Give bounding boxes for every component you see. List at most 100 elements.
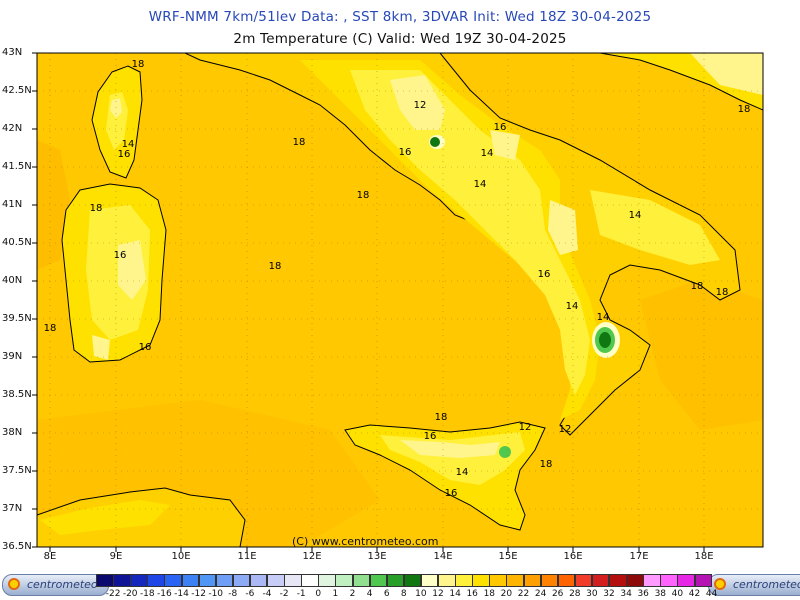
colorbar-label: 1 [332, 589, 339, 599]
colorbar-label: 30 [586, 589, 598, 599]
colorbar-swatch [301, 574, 319, 587]
cold-spot-sila-inner [599, 332, 611, 348]
colorbar-label: 40 [671, 589, 684, 599]
colorbar-swatch [96, 574, 114, 587]
cold-spot-abruzzo-core [430, 137, 440, 147]
contour-label: 12 [559, 424, 572, 435]
colorbar-swatch [472, 574, 490, 587]
colorbar-label: -16 [157, 589, 172, 599]
lat-label: 42.5N [2, 85, 32, 96]
colorbar-swatch [643, 574, 661, 587]
colorbar-label: 38 [654, 589, 667, 599]
lon-label: 10E [171, 551, 191, 562]
colorbar-label: -14 [174, 589, 189, 599]
globe-icon [714, 578, 726, 590]
logo-text: centrometeo [733, 578, 800, 591]
lon-label: 15E [498, 551, 518, 562]
contour-label: 16 [538, 269, 551, 280]
colorbar-label: -1 [296, 589, 306, 599]
contour-label: 14 [122, 139, 135, 150]
contour-label: 18 [738, 104, 751, 115]
colorbar-label: -8 [228, 589, 238, 599]
colorbar-swatch [335, 574, 353, 587]
apennine-16 [300, 60, 600, 420]
contour-label: 16 [114, 250, 127, 261]
colorbar-label: -4 [262, 589, 272, 599]
contour-label: 12 [519, 422, 532, 433]
colorbar-swatch [215, 574, 234, 587]
lon-label: 11E [237, 551, 257, 562]
apennine-12-center [490, 130, 520, 160]
colorbar-swatch [164, 574, 182, 587]
contour-label: 16 [494, 122, 507, 133]
colorbar-swatch [318, 574, 336, 587]
lon-label: 18E [694, 551, 714, 562]
colorbar-swatch [352, 574, 371, 587]
contour-label: 14 [474, 179, 487, 190]
contour-label: 18 [691, 281, 704, 292]
contour-label: 14 [456, 467, 469, 478]
colorbar-swatch [455, 574, 473, 587]
contour-label: 16 [118, 149, 131, 160]
colorbar-label: 22 [517, 589, 530, 599]
colorbar-swatch [438, 574, 456, 587]
lon-label: 14E [433, 551, 453, 562]
apennine-12-south [548, 200, 578, 255]
contour-label: 18 [540, 459, 553, 470]
apennine-14 [350, 70, 590, 395]
warm-patch-20 [37, 140, 70, 270]
contour-label: 14 [597, 312, 610, 323]
logo-text: centrometeo [27, 578, 98, 591]
colorbar-swatch [506, 574, 524, 587]
centrometeo-logo-left[interactable]: centrometeo [2, 574, 109, 596]
contour-label: 18 [269, 261, 282, 272]
colorbar-label: 8 [400, 589, 407, 599]
colorbar-label: 14 [449, 589, 461, 599]
centrometeo-logo-right[interactable]: centrometeo [708, 574, 800, 596]
contour-label: 16 [445, 488, 458, 499]
lat-label: 37.5N [2, 465, 32, 476]
colorbar-swatch [591, 574, 610, 587]
variable-valid-title: 2m Temperature (C) Valid: Wed 19Z 30-04-… [233, 31, 567, 47]
colorbar-swatch [660, 574, 678, 587]
colorbar-swatch [403, 574, 422, 587]
colorbar-label: 42 [688, 589, 701, 599]
colorbar-label: 16 [466, 589, 478, 599]
colorbar-swatch [181, 574, 200, 587]
copyright-note: (C) www.centrometeo.com [292, 535, 439, 548]
colorbar-label: 6 [383, 589, 390, 599]
sardinia-cooler [118, 240, 146, 300]
colorbar-label: 32 [603, 589, 615, 599]
contour-label: 16 [399, 147, 412, 158]
colorbar-label: 2 [349, 589, 356, 599]
colorbar-label: 24 [534, 589, 547, 599]
colorbar-label: -22 [105, 589, 121, 599]
lat-label: 37N [2, 503, 23, 514]
lon-label: 17E [629, 551, 649, 562]
colorbar-swatch [523, 574, 542, 587]
colorbar-label: -20 [122, 589, 138, 599]
lon-label: 8E [43, 551, 57, 562]
colorbar-swatch [609, 574, 627, 587]
sardinia-south-cool [92, 335, 110, 360]
apulia-14 [590, 190, 720, 265]
colorbar-label: -6 [245, 589, 255, 599]
lat-label: 41.5N [2, 161, 32, 172]
colorbar-label: 10 [415, 589, 427, 599]
colorbar-label: 18 [483, 589, 496, 599]
lon-label: 16E [563, 551, 583, 562]
colorbar-swatch [113, 574, 131, 587]
colorbar-label: 34 [620, 589, 632, 599]
lon-label: 13E [367, 551, 387, 562]
lat-lon-grid [37, 53, 763, 547]
colorbar-swatch [574, 574, 593, 587]
colorbar-swatch [540, 574, 559, 587]
contour-label: 18 [44, 323, 57, 334]
colorbar-label: 36 [637, 589, 649, 599]
lon-label: 9E [109, 551, 123, 562]
colorbar-swatch [386, 574, 405, 587]
contour-label: 18 [357, 190, 370, 201]
colorbar-swatch [626, 574, 644, 587]
lat-label: 40N [2, 275, 23, 286]
contour-label: 18 [293, 137, 306, 148]
